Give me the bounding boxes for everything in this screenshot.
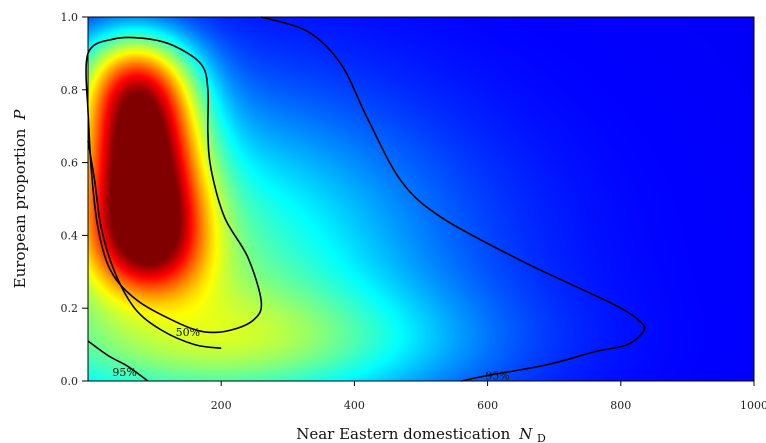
- contour-label-2: 95%: [485, 370, 509, 383]
- y-tick-label: 0.2: [61, 302, 79, 315]
- contour-labels: 50% 95% 95%: [112, 326, 509, 383]
- y-axis-title: European proportion P: [11, 109, 29, 289]
- y-tick-label: 0.8: [61, 84, 79, 97]
- contour-label-3: 95%: [112, 366, 136, 379]
- contour-line-3: [87, 140, 222, 349]
- y-tick-label: 1.0: [61, 11, 79, 24]
- contour-line-2: [260, 16, 646, 382]
- y-tick-label: 0.4: [61, 229, 79, 242]
- x-axis: 200 400 600 800 1000: [211, 381, 766, 412]
- contour-line-1: [85, 36, 263, 334]
- y-axis-symbol: P: [11, 109, 29, 121]
- x-tick-label: 1000: [740, 399, 766, 412]
- x-axis-title-text: Near Eastern domestication: [296, 425, 510, 443]
- contour-line-4: [87, 340, 149, 382]
- contour-lines: [85, 16, 646, 382]
- y-tick-label: 0.0: [61, 375, 79, 388]
- x-tick-label: 400: [344, 399, 365, 412]
- x-axis-symbol: N: [518, 425, 533, 443]
- plot-frame: [87, 16, 755, 382]
- x-axis-title: Near Eastern domestication N D: [296, 425, 546, 443]
- x-axis-subscript: D: [537, 432, 546, 443]
- y-axis: 0.0 0.2 0.4 0.6 0.8 1.0: [61, 11, 88, 388]
- y-axis-title-text: European proportion: [11, 128, 29, 288]
- density-heatmap: [88, 17, 754, 381]
- x-tick-label: 600: [477, 399, 498, 412]
- y-tick-label: 0.6: [61, 157, 79, 170]
- contour-label-1: 50%: [176, 326, 200, 339]
- x-tick-label: 200: [211, 399, 232, 412]
- x-tick-label: 800: [610, 399, 631, 412]
